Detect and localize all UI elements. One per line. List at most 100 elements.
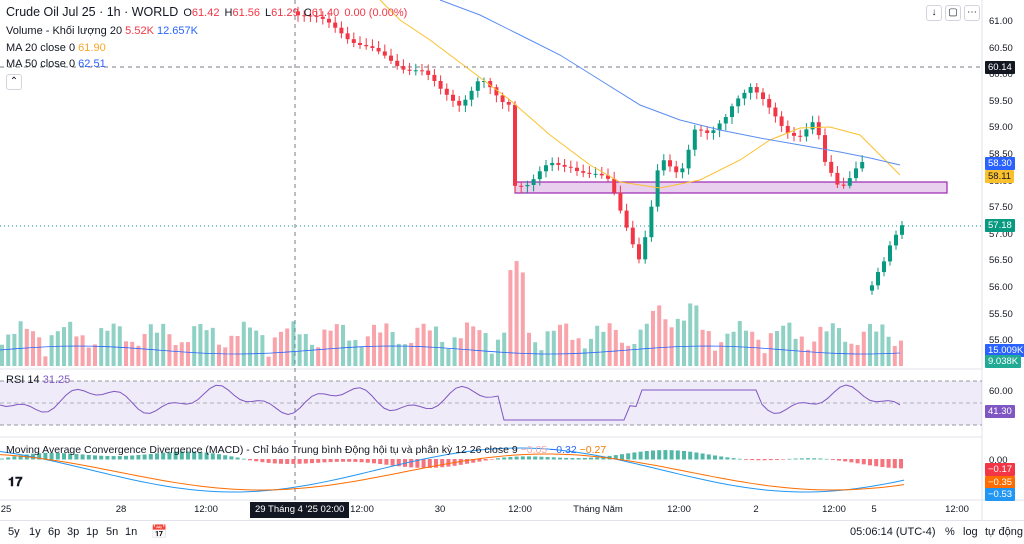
macd-legend[interactable]: Moving Average Convergence Divergence (M…: [6, 444, 607, 456]
range-1d-button[interactable]: 1n: [125, 526, 138, 538]
tradingview-logo[interactable]: 𝟏𝟕: [8, 474, 30, 490]
range-1y-button[interactable]: 1y: [29, 526, 41, 538]
macd-hist-bar: [582, 457, 587, 460]
candle-body: [407, 69, 412, 71]
pane-more-button[interactable]: ⋯: [964, 5, 980, 21]
macd-hist-bar: [378, 459, 383, 464]
volume-bar: [254, 330, 259, 366]
candle-body: [444, 88, 449, 95]
candle-body: [296, 11, 300, 16]
ma20-line: [379, 0, 901, 189]
volume-bar: [700, 329, 705, 366]
volume-bar: [12, 333, 17, 366]
range-6m-button[interactable]: 6p: [48, 526, 61, 538]
volume-legend[interactable]: Volume - Khối lượng 20 5.52K 12.657K: [6, 25, 198, 37]
macd-hist-bar: [279, 459, 283, 464]
move-down-button[interactable]: ↓: [926, 5, 942, 21]
volume-bar: [117, 326, 122, 366]
macd-hist-bar: [768, 459, 773, 461]
auto-toggle[interactable]: tự động: [985, 526, 1023, 538]
volume-bar: [136, 345, 141, 366]
candle-body: [888, 245, 892, 262]
macd-hist-bar: [217, 454, 221, 460]
macd-hist-bar: [427, 459, 432, 468]
volume-bar: [886, 336, 891, 366]
macd-hist-bar: [787, 458, 792, 460]
macd-hist-bar: [179, 451, 184, 460]
candle-body: [593, 173, 598, 175]
time-axis-label: 12:00: [194, 504, 218, 515]
volume-bar: [316, 347, 321, 366]
volume-bar: [551, 330, 556, 366]
time-axis-label: 12:00: [945, 504, 969, 515]
volume-bar: [694, 305, 699, 366]
candle-body: [876, 272, 880, 286]
range-3m-button[interactable]: 3p: [67, 526, 80, 538]
macd-hist-bar: [533, 456, 538, 460]
volume-bar: [223, 347, 228, 366]
maximize-pane-button[interactable]: ▢: [945, 5, 961, 21]
macd-hist-bar: [632, 452, 637, 460]
candle-body: [320, 16, 325, 19]
macd-hist-bar: [384, 459, 389, 465]
macd-hist-bar: [806, 458, 810, 460]
macd-hist-bar: [365, 459, 370, 463]
candle-body: [525, 184, 530, 187]
volume-bar: [657, 305, 662, 366]
macd-hist-bar: [421, 459, 426, 468]
volume-bar: [409, 342, 414, 366]
log-toggle[interactable]: log: [963, 526, 978, 538]
candle-body: [674, 166, 679, 173]
volume-bar: [830, 323, 835, 366]
macd-hist-bar: [508, 456, 513, 460]
volume-bar: [80, 335, 85, 366]
volume-bar: [737, 321, 742, 366]
candle-body: [413, 70, 418, 72]
symbol-title[interactable]: Crude Oil Jul 25 · 1h · WORLD: [6, 5, 179, 19]
volume-bar: [192, 326, 197, 366]
volume-bar: [142, 333, 147, 366]
calendar-icon[interactable]: 📅: [151, 524, 168, 539]
macd-hist-bar: [576, 458, 581, 460]
percent-toggle[interactable]: %: [945, 526, 955, 538]
macd-hist-bar: [161, 452, 166, 460]
volume-bar: [130, 341, 135, 366]
volume-bar: [601, 331, 606, 366]
candle-body: [798, 135, 803, 137]
volume-bar: [359, 347, 364, 366]
volume-ma-line: [0, 345, 901, 355]
macd-hist-bar: [682, 450, 686, 460]
volume-ma-badge: 15.009K: [985, 344, 1024, 357]
time-axis-label: 12:00: [822, 504, 846, 515]
ma20-legend[interactable]: MA 20 close 0 61.90: [6, 42, 106, 54]
macd-hist-bar: [762, 459, 767, 461]
candle-body: [804, 129, 809, 137]
volume-bar: [793, 338, 798, 366]
volume-bar: [55, 331, 60, 366]
macd-hist-bar: [409, 459, 414, 468]
signal-line: [0, 453, 905, 491]
clock-timezone[interactable]: 05:06:14 (UTC-4): [850, 526, 936, 538]
macd-hist-bar: [688, 451, 693, 460]
range-5y-button[interactable]: 5y: [8, 526, 20, 538]
macd-hist-bar: [502, 457, 507, 460]
volume-bar: [477, 330, 482, 366]
rsi-legend[interactable]: RSI 14 31.25: [6, 374, 71, 386]
macd-hist-bar: [465, 459, 469, 464]
macd-hist-bar: [545, 457, 550, 460]
collapse-legend-button[interactable]: ⌃: [6, 74, 22, 90]
range-5d-button[interactable]: 5n: [106, 526, 119, 538]
volume-bar: [99, 328, 104, 366]
volume-bar: [186, 342, 190, 366]
symbol-legend[interactable]: Crude Oil Jul 25 · 1h · WORLD O61.42 H61…: [6, 5, 407, 20]
macd-hist-bar: [18, 455, 23, 460]
ma50-legend[interactable]: MA 50 close 0 62.51: [6, 58, 106, 70]
range-1m-button[interactable]: 1p: [86, 526, 99, 538]
macd-hist-bar: [868, 459, 872, 466]
macd-hist-bar: [830, 459, 835, 460]
volume-bar: [620, 342, 624, 366]
volume-bar: [347, 340, 352, 366]
macd-hist-bar: [124, 455, 128, 460]
macd-hist-bar: [446, 459, 451, 467]
